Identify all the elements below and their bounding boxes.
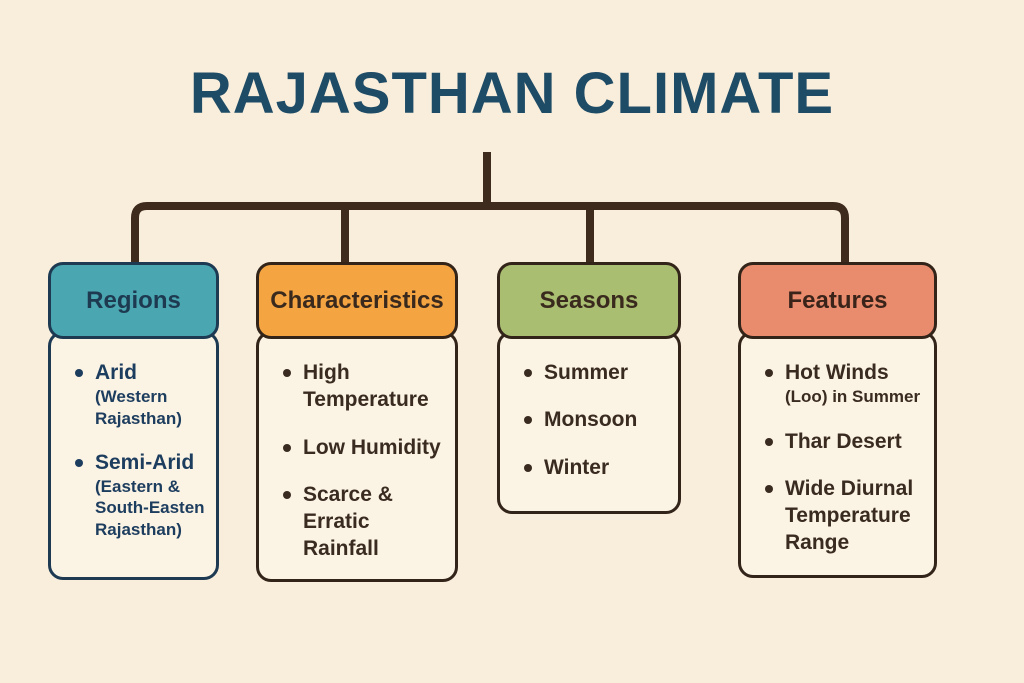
bullet-dot — [765, 484, 773, 493]
characteristics-list: High Temperature Low Humidity Scarce & E… — [259, 334, 455, 563]
regions-card-body: Arid (Western Rajasthan) Semi-Arid (East… — [48, 331, 219, 580]
characteristics-card-header: Characteristics — [256, 262, 458, 339]
list-item-main: Arid — [95, 361, 137, 384]
bullet-dot — [524, 463, 532, 472]
list-item-main: Summer — [544, 361, 629, 384]
bullet-dot — [765, 369, 773, 377]
list-item-main: Thar Desert — [785, 429, 902, 453]
features-card-header: Features — [738, 262, 937, 339]
seasons-card-header: Seasons — [497, 262, 681, 339]
list-item-main: Monsoon — [544, 408, 638, 432]
bullet-dot — [283, 369, 291, 377]
regions-list: Arid (Western Rajasthan) Semi-Arid (East… — [51, 334, 216, 540]
list-item: High Temperature — [283, 359, 447, 414]
bullet-dot — [524, 369, 532, 377]
features-list: Hot Winds (Loo) in Summer Thar Desert Wi… — [741, 334, 934, 557]
list-item: Monsoon — [524, 406, 670, 433]
features-card-body: Hot Winds (Loo) in Summer Thar Desert Wi… — [738, 331, 937, 578]
list-item-sub: (Western Rajasthan) — [95, 387, 182, 428]
bullet-dot — [524, 416, 532, 425]
branch-card-characteristics: High Temperature Low Humidity Scarce & E… — [256, 262, 458, 582]
seasons-card-body: Summer Monsoon Winter — [497, 331, 681, 514]
list-item-sub: (Loo) in Summer — [785, 387, 921, 407]
regions-card-header: Regions — [48, 262, 219, 339]
branch-card-regions: Arid (Western Rajasthan) Semi-Arid (East… — [48, 262, 219, 580]
seasons-list: Summer Monsoon Winter — [500, 334, 678, 481]
list-item: Summer — [524, 359, 670, 386]
list-item-main: High Temperature — [303, 361, 429, 412]
list-item-main: Wide Diurnal Temperature Range — [785, 476, 914, 555]
bullet-dot — [283, 443, 291, 452]
card-title: Regions — [86, 286, 181, 314]
bullet-dot — [765, 437, 773, 446]
list-item-main: Winter — [544, 455, 610, 479]
list-item-main: Semi-Arid — [95, 450, 195, 474]
list-item: Semi-Arid (Eastern & South-Easten Rajast… — [75, 449, 208, 540]
list-item: Arid (Western Rajasthan) — [75, 359, 208, 429]
list-item-sub: (Eastern & South-Easten Rajasthan) — [95, 477, 205, 539]
page-title: RAJASTHAN CLIMATE — [189, 61, 835, 126]
list-item: Thar Desert — [765, 428, 926, 455]
list-item: Scarce & Erratic Rainfall — [283, 481, 447, 563]
characteristics-card-body: High Temperature Low Humidity Scarce & E… — [256, 331, 458, 582]
list-item: Wide Diurnal Temperature Range — [765, 475, 926, 557]
bullet-dot — [75, 458, 83, 467]
list-item: Winter — [524, 454, 670, 481]
list-item: Hot Winds (Loo) in Summer — [765, 359, 926, 408]
connector-bar — [131, 202, 849, 266]
list-item-main: Scarce & Erratic Rainfall — [303, 482, 393, 561]
bullet-dot — [283, 490, 291, 499]
card-title: Characteristics — [270, 286, 444, 314]
card-title: Seasons — [539, 286, 639, 314]
list-item-main: Low Humidity — [303, 435, 441, 459]
branch-card-seasons: Summer Monsoon Winter Seasons — [497, 262, 681, 514]
branch-card-features: Hot Winds (Loo) in Summer Thar Desert Wi… — [738, 262, 937, 578]
bullet-dot — [75, 369, 83, 377]
card-title: Features — [787, 286, 888, 314]
list-item: Low Humidity — [283, 434, 447, 461]
list-item-main: Hot Winds — [785, 361, 889, 384]
